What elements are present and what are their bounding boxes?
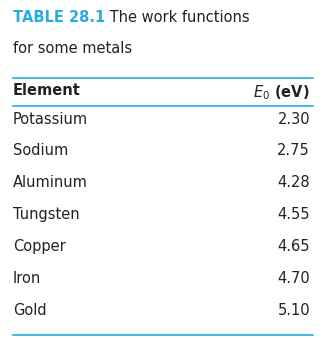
Text: Aluminum: Aluminum [13, 175, 88, 190]
Text: Potassium: Potassium [13, 112, 88, 126]
Text: Iron: Iron [13, 271, 41, 286]
Text: 5.10: 5.10 [277, 303, 310, 318]
Text: Element: Element [13, 83, 81, 98]
Text: The work functions: The work functions [105, 10, 250, 25]
Text: 2.75: 2.75 [277, 143, 310, 159]
Text: for some metals: for some metals [13, 41, 132, 55]
Text: Sodium: Sodium [13, 143, 68, 159]
Text: 4.28: 4.28 [277, 175, 310, 190]
Text: 4.65: 4.65 [277, 239, 310, 254]
Text: Tungsten: Tungsten [13, 207, 79, 222]
Text: 4.55: 4.55 [277, 207, 310, 222]
Text: Gold: Gold [13, 303, 47, 318]
Text: 4.70: 4.70 [277, 271, 310, 286]
Text: Copper: Copper [13, 239, 66, 254]
Text: $\mathit{E}_0$ (eV): $\mathit{E}_0$ (eV) [254, 83, 310, 101]
Text: TABLE 28.1: TABLE 28.1 [13, 10, 105, 25]
Text: 2.30: 2.30 [277, 112, 310, 126]
